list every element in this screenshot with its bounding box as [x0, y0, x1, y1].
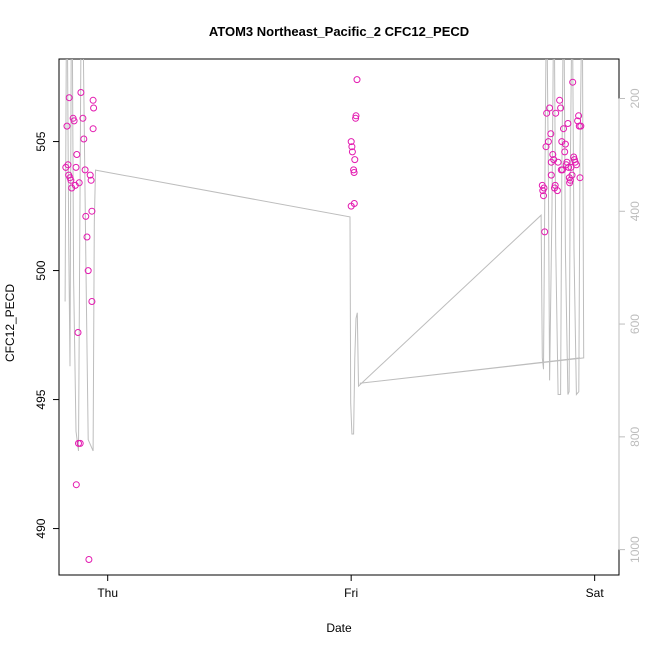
- data-point: [70, 117, 78, 125]
- data-point: [565, 174, 573, 182]
- data-point: [565, 163, 573, 171]
- data-point: [88, 298, 96, 305]
- y-tick-label: 495: [34, 389, 48, 409]
- x-axis-label: Date: [326, 621, 352, 635]
- data-point: [90, 104, 98, 112]
- data-point: [575, 112, 583, 120]
- data-point: [552, 109, 560, 117]
- data-point: [541, 228, 549, 236]
- data-point: [350, 169, 358, 176]
- data-point: [86, 171, 94, 179]
- data-point: [350, 200, 358, 207]
- data-point: [67, 176, 75, 184]
- x-axis: Thu Fri Sat: [97, 574, 605, 600]
- data-point: [556, 96, 564, 104]
- data-point: [569, 78, 577, 86]
- data-point: [75, 179, 83, 187]
- data-point: [348, 143, 356, 151]
- data-point: [85, 556, 93, 563]
- data-point: [540, 184, 548, 192]
- data-point: [554, 158, 562, 166]
- data-point: [560, 125, 567, 133]
- data-point: [82, 212, 90, 220]
- data-point: [87, 176, 95, 184]
- x-tick-label: Sat: [586, 586, 605, 600]
- data-point: [74, 329, 82, 336]
- right-y-axis: 200 400 600 800 1000: [618, 88, 642, 563]
- data-point: [81, 166, 89, 174]
- data-point: [73, 151, 81, 158]
- right-y-tick-label: 600: [628, 314, 642, 334]
- data-point: [352, 112, 360, 120]
- depth-line-path: [64, 59, 585, 452]
- data-point: [65, 94, 73, 102]
- data-point: [547, 130, 555, 138]
- y-axis: 490 495 500 505: [34, 131, 60, 539]
- data-point: [350, 166, 358, 174]
- data-point: [79, 114, 87, 122]
- data-point: [544, 138, 552, 146]
- data-point: [577, 122, 585, 130]
- cfc12-series-points: [62, 76, 585, 563]
- plot-frame: [58, 58, 620, 576]
- data-point: [572, 161, 580, 169]
- data-point: [557, 104, 565, 112]
- data-point: [352, 114, 360, 122]
- data-point: [549, 151, 557, 158]
- data-point: [559, 166, 566, 174]
- chart-title: ATOM3 Northeast_Pacific_2 CFC12_PECD: [209, 24, 469, 39]
- right-y-tick-label: 800: [628, 427, 642, 447]
- data-point: [353, 76, 361, 84]
- right-y-tick-label: 400: [628, 201, 642, 221]
- y-axis-label: CFC12_PECD: [3, 284, 17, 362]
- data-point: [543, 109, 551, 117]
- data-point: [72, 163, 80, 171]
- data-point: [540, 192, 547, 200]
- data-point: [72, 481, 80, 489]
- data-point: [88, 207, 96, 215]
- y-tick-label: 500: [34, 260, 48, 280]
- plot-area: [58, 58, 620, 576]
- data-point: [546, 104, 554, 112]
- data-point: [64, 161, 72, 169]
- data-point: [564, 120, 572, 127]
- y-tick-label: 490: [34, 518, 48, 538]
- x-tick-label: Thu: [97, 586, 118, 600]
- data-point: [547, 171, 555, 179]
- y-tick-label: 505: [34, 131, 48, 151]
- depth-series-line: [64, 59, 585, 452]
- data-point: [89, 96, 97, 104]
- data-point: [351, 156, 359, 164]
- data-point: [77, 89, 85, 96]
- data-point: [63, 122, 71, 130]
- data-point: [576, 174, 584, 182]
- data-point: [567, 163, 575, 171]
- right-y-tick-label: 1000: [628, 536, 642, 563]
- data-point: [89, 125, 97, 133]
- data-point: [84, 267, 92, 275]
- data-point: [76, 439, 84, 447]
- data-point: [83, 233, 91, 241]
- data-point: [553, 187, 561, 195]
- data-point: [561, 148, 569, 156]
- data-point: [558, 138, 566, 146]
- data-point: [80, 135, 88, 143]
- x-tick-label: Fri: [344, 586, 358, 600]
- right-y-tick-label: 200: [628, 88, 642, 108]
- data-point: [348, 148, 356, 156]
- data-point: [347, 138, 355, 146]
